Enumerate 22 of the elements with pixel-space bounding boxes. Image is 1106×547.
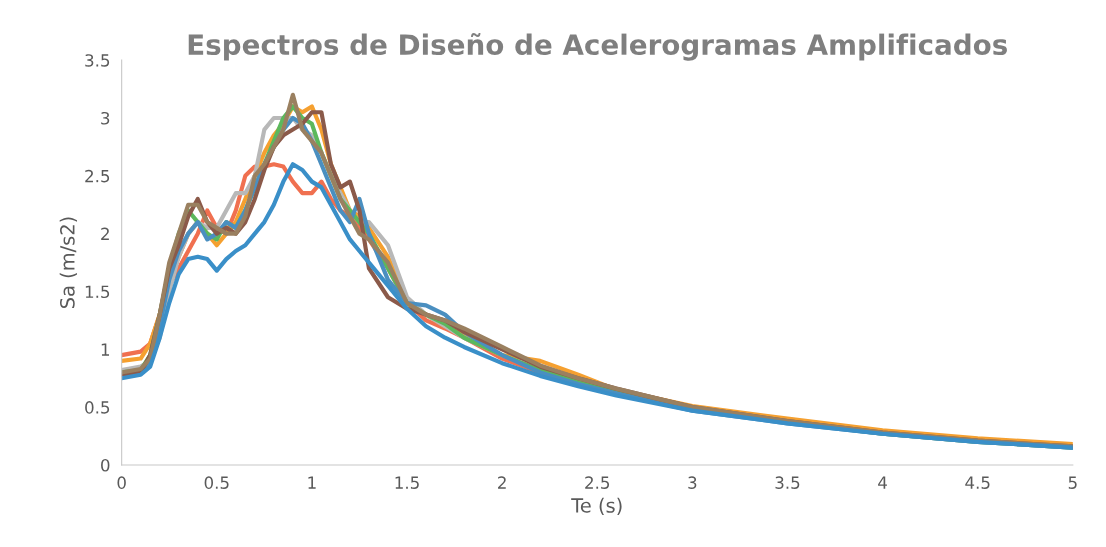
y-tick-label: 0.5 [85,401,110,414]
chart-title: Espectros de Diseño de Acelerogramas Amplificados [188,33,1007,61]
y-axis-title: Sa (m/s2) [59,217,78,309]
x-tick-label: 4.5 [965,476,990,489]
y-tick-label: 1.5 [85,285,110,299]
y-tick-label: 1 [101,343,110,356]
y-tick-label: 0 [101,458,110,472]
y-tick-label: 3 [101,111,110,125]
x-tick-label: 2 [498,476,506,489]
x-tick-label: 0.5 [204,476,229,489]
x-tick-label: 4 [878,476,887,489]
x-tick-label: 2.5 [585,476,610,489]
x-tick-label: 3 [688,476,697,489]
x-tick-label: 1.5 [395,476,419,489]
x-axis-title: Te (s) [571,497,622,516]
y-tick-label: 2.5 [85,169,110,183]
y-tick-label: 2 [101,227,109,240]
y-tick-label: 3.5 [85,54,110,67]
x-tick-label: 0 [117,476,126,489]
x-tick-label: 1 [308,476,316,489]
x-tick-label: 3.5 [775,476,800,489]
x-tick-label: 5 [1068,476,1077,489]
